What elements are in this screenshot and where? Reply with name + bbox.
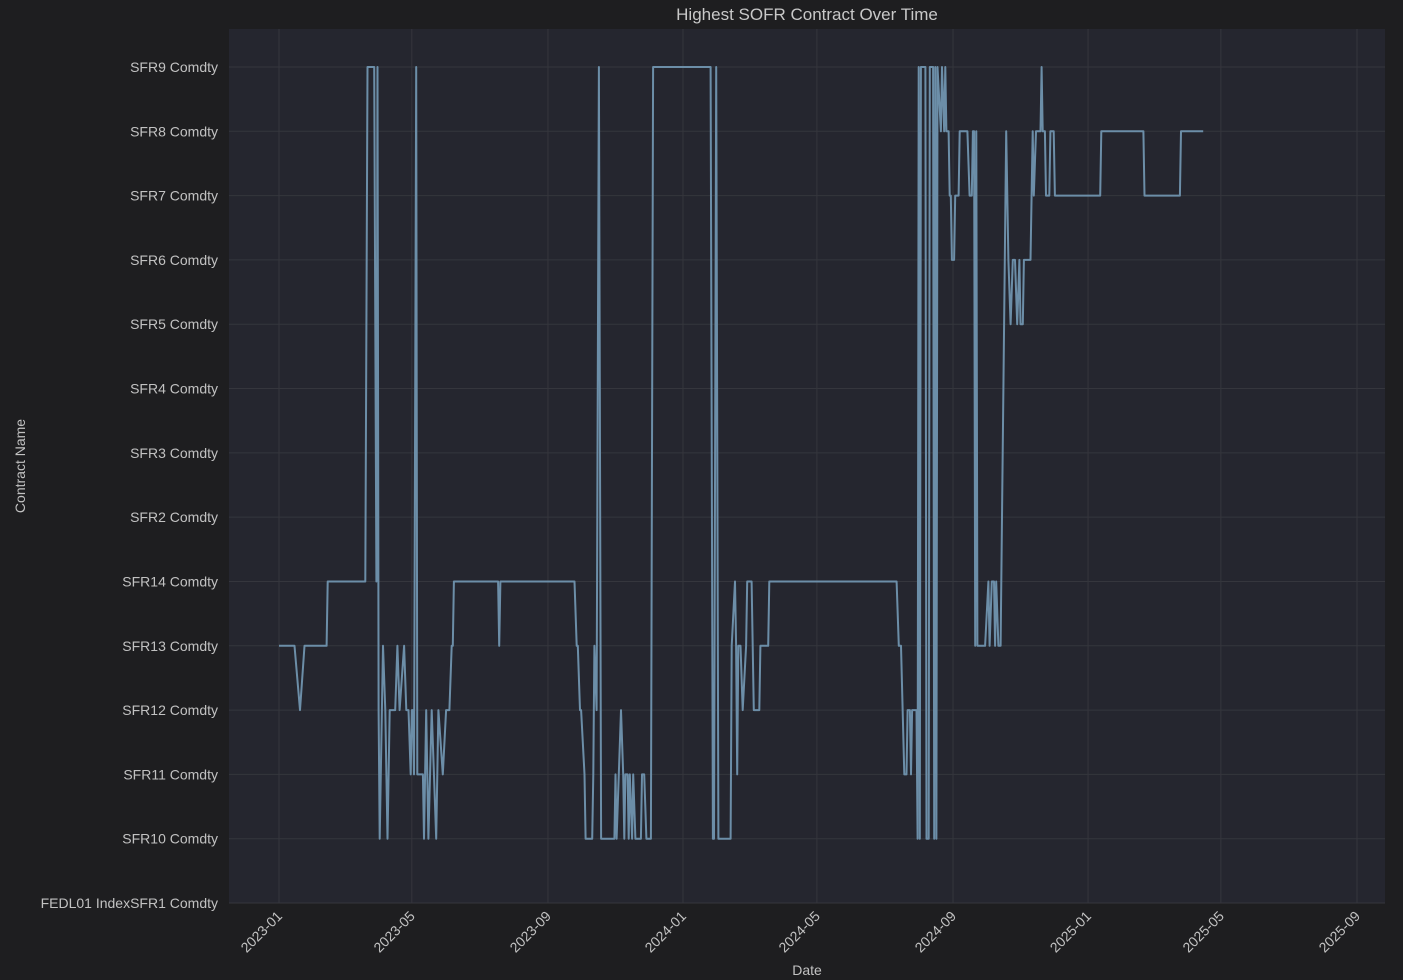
x-axis-title: Date [792,962,822,978]
y-tick-label: SFR12 Comdty [122,702,218,718]
y-tick-label: SFR8 Comdty [130,123,218,139]
y-tick-label: SFR5 Comdty [130,316,218,332]
y-tick-label: SFR3 Comdty [130,445,218,461]
y-tick-label: FEDL01 IndexSFR1 Comdty [41,895,218,911]
y-tick-label: SFR9 Comdty [130,59,218,75]
y-axis-title: Contract Name [12,419,28,513]
series-layer [279,66,1204,840]
y-tick-labels: FEDL01 IndexSFR1 Comdty SFR10 Comdty SFR11… [41,59,218,911]
y-tick-label: SFR13 Comdty [122,638,218,654]
series-line [279,66,1204,840]
y-tick-label: SFR11 Comdty [123,766,218,782]
y-tick-label: SFR7 Comdty [130,188,218,204]
chart-title: Highest SOFR Contract Over Time [676,5,938,24]
y-tick-label: SFR14 Comdty [122,573,218,589]
y-tick-label: SFR4 Comdty [130,381,218,397]
plot-area [229,29,1385,903]
y-tick-label: SFR2 Comdty [130,509,218,525]
y-tick-label: SFR10 Comdty [122,831,218,847]
y-tick-label: SFR6 Comdty [130,252,218,268]
